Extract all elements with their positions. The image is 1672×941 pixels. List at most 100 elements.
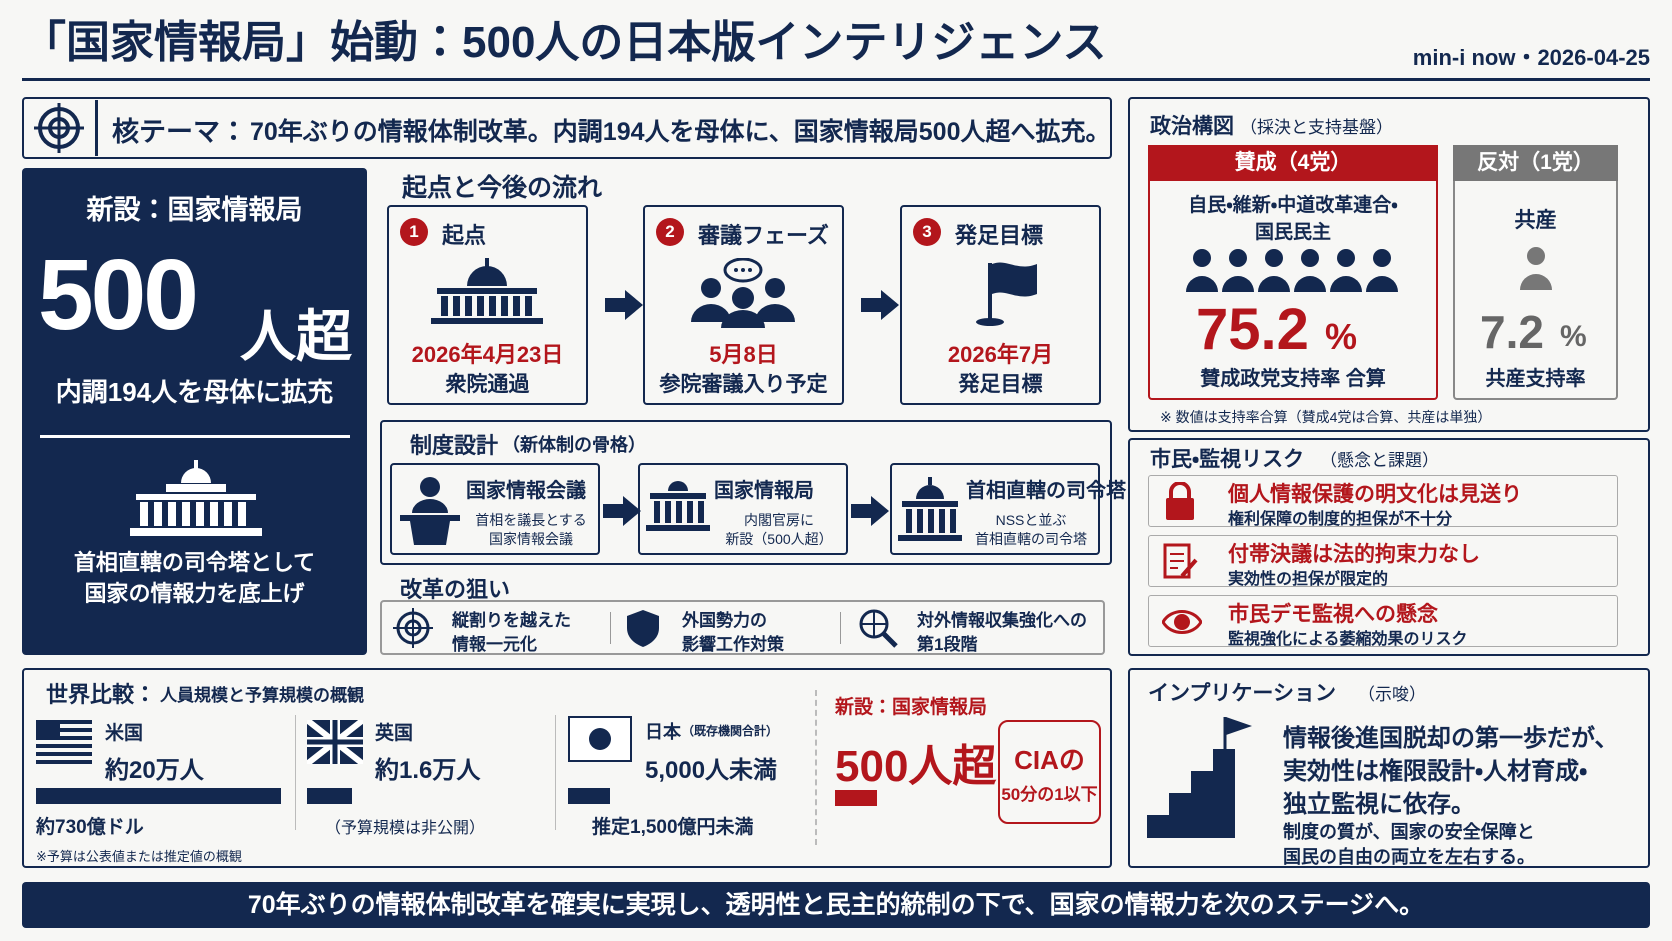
divider <box>555 715 556 830</box>
step-number: 2 <box>665 222 675 241</box>
step-number <box>913 218 941 246</box>
implication-sub: 国民の自由の両立を左右する。 <box>1283 847 1535 867</box>
country-qualifier: （既存機関合計） <box>682 724 779 738</box>
step-title: 審議フェーズ <box>698 223 829 248</box>
step-icon <box>431 258 543 324</box>
source: min-i now・2026-04-25 <box>1412 45 1650 70</box>
design-item-desc: 首相を議長とする <box>475 512 587 528</box>
country-budget: 約730億ドル <box>36 817 144 838</box>
design-item-title: 首相直轄の司令塔 <box>966 480 1126 502</box>
design-item-desc: NSSと並ぶ <box>995 512 1067 528</box>
aim-text: 第1段階 <box>917 635 978 654</box>
uk-flag <box>307 720 363 764</box>
design-item-title: 国家情報局 <box>714 480 814 502</box>
country-name: 日本 <box>645 722 681 742</box>
step-box <box>643 205 844 405</box>
against-parties: 共産 <box>1514 209 1557 232</box>
against-caption: 共産支持率 <box>1485 368 1586 390</box>
divider <box>840 612 841 644</box>
politics-subtitle: （採決と支持基盤） <box>1240 118 1393 137</box>
step-number <box>400 218 428 246</box>
for-unit: % <box>1325 316 1358 357</box>
comparison-subtitle: 人員規模と予算規模の概観 <box>160 686 364 705</box>
hero-number: 500 <box>38 239 199 351</box>
step-box <box>900 205 1101 405</box>
divider <box>95 100 98 156</box>
aim-icon <box>627 610 659 647</box>
risk-icon <box>1166 482 1194 520</box>
design-item <box>638 463 848 555</box>
country-budget: 推定1,500億円未満 <box>592 817 754 838</box>
us-flag <box>36 720 92 764</box>
risk-title: 市民デモ監視への懸念 <box>1228 603 1438 626</box>
rule <box>22 78 1650 81</box>
budget-bar <box>835 790 877 806</box>
design-item-desc: 国家情報会議 <box>489 531 573 547</box>
risks-subtitle: （懸念と課題） <box>1320 451 1439 470</box>
divider <box>295 715 296 830</box>
budget-bar <box>36 788 281 804</box>
aims-title: 改革の狙い <box>400 577 511 602</box>
risks-box <box>1128 438 1650 656</box>
country-staff: 5,000人未満 <box>645 757 778 784</box>
politics-title: 政治構図 <box>1150 115 1234 138</box>
risk-title: 個人情報保護の明文化は見送り <box>1228 483 1522 506</box>
design-item-title: 国家情報会議 <box>466 480 586 502</box>
risk-icon <box>1163 543 1198 579</box>
design-icon <box>400 477 460 545</box>
politics-box <box>1128 97 1650 432</box>
against-unit: % <box>1560 320 1587 353</box>
implication-box <box>1128 668 1650 868</box>
risk-title: 付帯決議は法的拘束力なし <box>1228 543 1480 566</box>
implication-main: 実効性は権限設計・人材育成・ <box>1283 758 1588 785</box>
hero-desc: 首相直轄の司令塔として <box>73 550 316 575</box>
hero-sub: 内調194人を母体に拡充 <box>55 377 334 407</box>
for-label: 賛成（4党） <box>1148 145 1438 181</box>
capitol-icon <box>130 460 262 536</box>
politics-note: ※ 数値は支持率合算（賛成4党は合算、共産は単独） <box>1160 409 1492 425</box>
footer: 70年ぶりの情報体制改革を確実に実現し、透明性と民主的統制の下で、国家の情報力を… <box>22 882 1650 928</box>
divider <box>40 435 350 438</box>
title: 「国家情報局」始動：500人の日本版インテリジェンス <box>22 18 1107 67</box>
aims-box <box>380 600 1105 655</box>
step-number: 3 <box>922 222 932 241</box>
hero-label: 新設：国家情報局 <box>86 195 303 225</box>
implication-title: インプリケーション <box>1148 682 1336 705</box>
implication-sub: 制度の質が、国家の安全保障と <box>1283 822 1535 842</box>
for-caption: 賛成政党支持率 合算 <box>1200 368 1386 390</box>
arrow <box>605 290 643 320</box>
design-item <box>390 463 600 555</box>
flow-title: 起点と今後の流れ <box>402 174 603 202</box>
hero-panel <box>22 168 367 655</box>
aim-text: 影響工作対策 <box>682 635 784 654</box>
risk-desc: 実効性の担保が限定的 <box>1228 571 1389 588</box>
step-note: 衆院通過 <box>445 373 530 396</box>
design-item-desc: 内閣官房に <box>744 512 814 528</box>
design-item-desc: 新設（500人超） <box>725 531 833 547</box>
divider <box>815 690 817 845</box>
risk-item <box>1148 475 1618 527</box>
design-icon <box>646 481 710 531</box>
implication-main: 情報後進国脱却の第一歩だが、 <box>1283 725 1619 752</box>
design-title: 制度設計 <box>410 433 499 458</box>
step-number <box>656 218 684 246</box>
arrow <box>861 290 899 320</box>
budget-bar <box>307 788 352 804</box>
risk-icon <box>1162 610 1202 634</box>
country-staff: 約20万人 <box>105 757 204 784</box>
step-icon <box>691 258 795 328</box>
people-icons <box>1186 249 1398 292</box>
aim-text: 縦割りを越えた <box>452 611 571 630</box>
implication-main: 独立監視に依存。 <box>1283 791 1475 818</box>
aim-text: 対外情報収集強化への <box>917 611 1087 630</box>
theme-text: 70年ぶりの情報体制改革。内調194人を母体に、国家情報局500人超へ拡充。 <box>250 118 1111 146</box>
budget-bar <box>568 788 610 804</box>
theme-box <box>22 97 1112 159</box>
comparison-box <box>22 668 1112 868</box>
step-title: 起点 <box>442 223 487 248</box>
design-box <box>380 420 1112 565</box>
divider <box>610 612 611 644</box>
stairs-icon <box>1147 717 1252 838</box>
risk-desc: 権利保障の制度的担保が不十分 <box>1228 511 1453 528</box>
